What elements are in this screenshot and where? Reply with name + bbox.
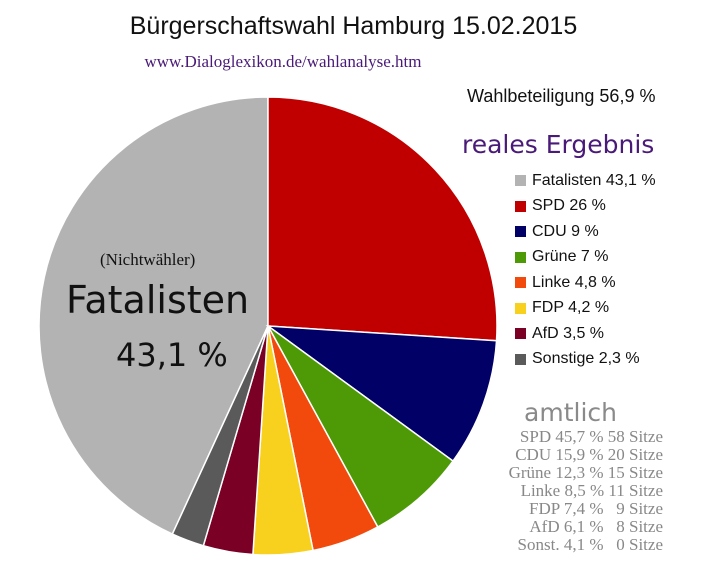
chart-subtitle-url: www.Dialoglexikon.de/wahlanalyse.htm [144,52,422,71]
pie-slice [38,96,269,536]
official-row: SPD 45,7 % 58 Sitze [519,427,663,446]
pie-slice [267,96,498,342]
official-row: Grüne 12,3 % 15 Sitze [508,463,663,482]
legend-item: FDP 4,2 % [515,296,656,322]
legend-item: SPD 26 % [515,194,656,220]
official-heading: amtlich [524,398,617,427]
legend-swatch [515,226,526,238]
official-row: AfD 6,1 % 8 Sitze [529,517,663,536]
legend-label: SPD 26 % [532,197,606,215]
pie-slice [265,325,498,463]
legend-swatch [515,251,526,263]
legend-item: Linke 4,8 % [515,270,656,296]
legend-label: CDU 9 % [532,222,599,240]
legend-swatch [515,302,526,314]
legend-swatch [515,277,526,289]
annotation-percent: 43,1 % [116,336,228,374]
official-row: Linke 8,5 % 11 Sitze [520,481,663,500]
official-row: CDU 15,9 % 20 Sitze [515,445,663,464]
legend-swatch [515,328,526,340]
legend-label: FDP 4,2 % [532,299,610,317]
legend-item: AfD 3,5 % [515,321,656,347]
legend-label: Linke 4,8 % [532,273,616,291]
legend: Fatalisten 43,1 % SPD 26 % CDU 9 % Grüne… [515,168,656,372]
legend-swatch [515,200,526,212]
official-results: amtlich SPD 45,7 % 58 Sitze CDU 15,9 % 2… [470,398,663,554]
chart-title: Bürgerschaftswahl Hamburg 15.02.2015 [129,12,578,40]
annotation-note: (Nichtwähler) [100,250,196,269]
official-row: Sonst. 4,1 % 0 Sitze [517,535,663,554]
turnout-label: Wahlbeteiligung 56,9 % [467,86,656,106]
official-row: FDP 7,4 % 9 Sitze [529,499,663,518]
legend-item: Fatalisten 43,1 % [515,168,656,194]
legend-swatch [515,353,526,365]
legend-swatch [515,175,526,187]
annotation-name: Fatalisten [66,278,250,322]
legend-item: CDU 9 % [515,219,656,245]
legend-label: Grüne 7 % [532,248,609,266]
legend-label: Sonstige 2,3 % [532,350,640,368]
legend-label: AfD 3,5 % [532,324,605,342]
legend-item: Sonstige 2,3 % [515,347,656,373]
legend-label: Fatalisten 43,1 % [532,171,656,189]
legend-title: reales Ergebnis [462,130,655,159]
legend-item: Grüne 7 % [515,245,656,271]
pie-slice [171,325,269,547]
